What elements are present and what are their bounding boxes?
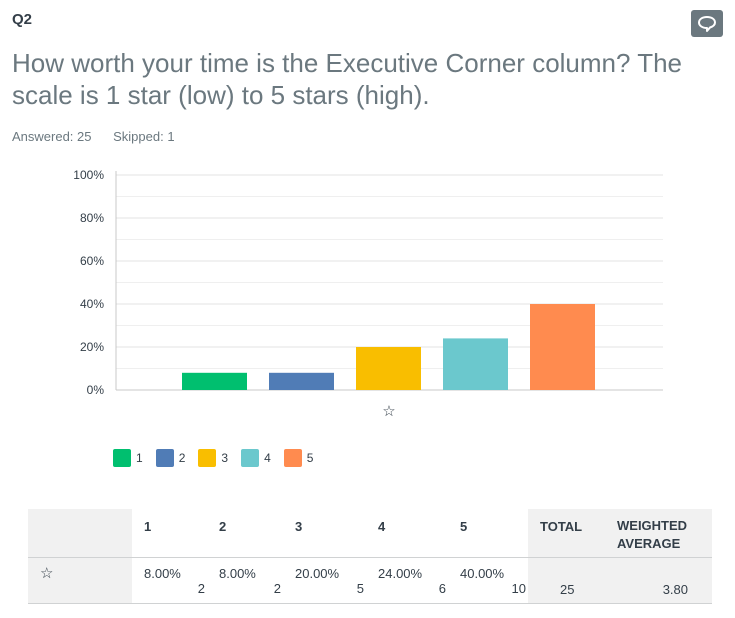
- row-label-star: ☆: [28, 557, 132, 604]
- bar-4: [443, 338, 508, 390]
- table-cell: 8.00% 2: [207, 557, 283, 604]
- legend-swatch: [155, 449, 174, 467]
- question-title: How worth your time is the Executive Cor…: [12, 48, 683, 110]
- question-number: Q2: [12, 11, 33, 28]
- table-header: 3: [283, 509, 366, 558]
- comment-button[interactable]: [691, 10, 723, 37]
- response-stats: Answered: 25 Skipped: 1: [12, 129, 193, 144]
- total-cell: 25: [528, 557, 605, 604]
- y-tick-label: 20%: [80, 340, 104, 354]
- legend-item: 1: [113, 449, 143, 467]
- table-corner: [28, 509, 132, 558]
- answered-count: Answered: 25: [12, 129, 92, 144]
- legend-item: 5: [283, 449, 314, 467]
- legend-item: 4: [241, 449, 271, 467]
- bar-2: [269, 372, 334, 390]
- legend-label: 1: [136, 451, 143, 465]
- y-tick-label: 60%: [80, 254, 104, 268]
- legend-swatch: [283, 449, 302, 467]
- legend-swatch: [241, 449, 260, 467]
- table-cell: 24.00% 6: [366, 557, 448, 604]
- y-tick-label: 100%: [73, 168, 104, 182]
- legend-label: 3: [221, 451, 229, 465]
- legend-item: 3: [198, 449, 228, 467]
- y-tick-label: 40%: [80, 297, 104, 311]
- legend-swatch: [113, 449, 131, 467]
- table-cell: 8.00% 2: [132, 557, 207, 604]
- y-tick-label: 80%: [80, 211, 104, 225]
- legend-item: 2: [155, 449, 186, 467]
- speech-bubble-icon: [698, 15, 716, 32]
- table-header: 1: [132, 509, 207, 558]
- table-cell: 40.00% 10: [448, 557, 528, 604]
- bar-chart: 100% 80% 60% 40% 20% 0% ☆: [73, 168, 663, 420]
- chart-legend: 1 2 3 4 5: [113, 449, 326, 467]
- y-tick-label: 0%: [87, 383, 105, 397]
- legend-label: 2: [178, 451, 186, 465]
- results-table: 1 2 3 4 5 TOTAL WEIGHTED AVERAGE ☆ 8.00%…: [28, 509, 712, 604]
- legend-label: 5: [306, 451, 314, 465]
- table-header: 4: [366, 509, 448, 558]
- x-category-star-label: ☆: [382, 403, 395, 420]
- bar-3: [356, 347, 421, 390]
- bar-5: [530, 304, 595, 390]
- table-header: 5: [448, 509, 528, 558]
- table-header-weighted: WEIGHTED AVERAGE: [605, 509, 712, 558]
- table-header: 2: [207, 509, 283, 558]
- weighted-average-cell: 3.80: [605, 557, 712, 604]
- skipped-count: Skipped: 1: [113, 129, 175, 144]
- legend-swatch: [198, 449, 217, 467]
- bar-1: [182, 372, 247, 390]
- table-header-total: TOTAL: [528, 509, 605, 558]
- table-row: ☆ 8.00% 2 8.00% 2 20.00% 5 24.00% 6 40.00% 10…: [28, 557, 712, 604]
- table-cell: 20.00% 5: [283, 557, 366, 604]
- legend-label: 4: [264, 451, 271, 465]
